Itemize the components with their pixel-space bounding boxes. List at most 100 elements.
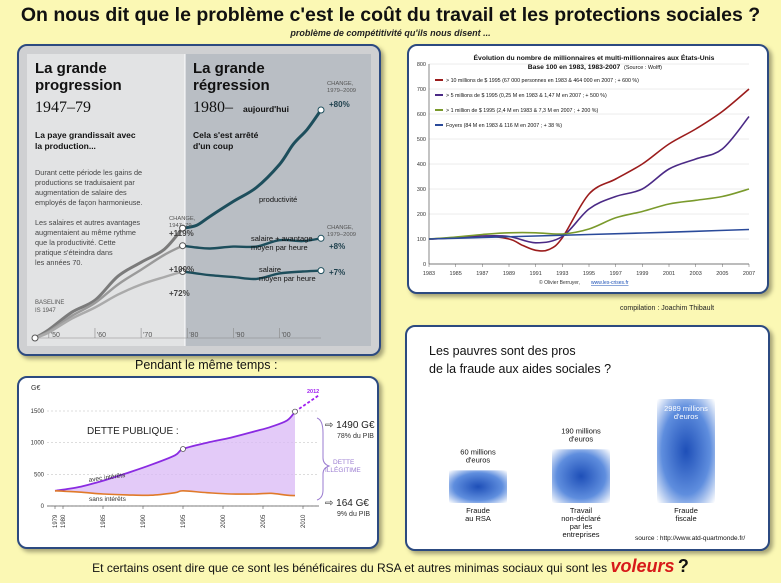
chart-title-source: (Source : Wolff) (624, 65, 662, 71)
left-body-text: Les salaires et autres avantages (35, 218, 140, 227)
productivity-wages-chart-panel: La grande progression 1947–79 La paye grand… (17, 44, 381, 356)
left-heading: progression (35, 77, 122, 94)
debt-projection-line (294, 394, 320, 413)
illegitimate-label: DETTE (333, 459, 355, 466)
change-label-1979-2009: 1979–2009 (327, 232, 356, 238)
right-period-suffix: aujourd'hui (243, 104, 289, 114)
change-label-1979-2009: CHANGE, (327, 225, 354, 231)
debt-bottom-pct: 9% du PIB (337, 511, 370, 518)
bottom-question-mark: ? (677, 556, 689, 576)
y-tick-label: 0 (423, 262, 426, 268)
millionaires-chart: Évolution du nombre de millionnaires et … (417, 53, 755, 286)
series-line-1979-2009 (182, 269, 322, 281)
change-label-1947-79: CHANGE, (169, 216, 196, 222)
wage-series-label: moyen par heure (259, 274, 316, 283)
legend-entry: > 1 million de $ 1995 (2,4 M en 1983 & 7… (446, 108, 598, 114)
productivity-change-1979-2009: +80% (329, 100, 350, 109)
comp-series-label: moyen par heure (251, 243, 308, 252)
bar-category-label: non-déclaré (561, 514, 601, 523)
series-point-1979 (179, 224, 187, 232)
y-tick-label: 1000 (31, 441, 45, 447)
debt-point (292, 408, 298, 415)
bottom-caption: Et certains osent dire que ce sont les b… (0, 556, 781, 577)
legend-entry: Foyers (84 M en 1983 & 116 M en 2007 ; +… (446, 123, 562, 129)
chart-title: DETTE PUBLIQUE : (87, 426, 179, 437)
without-interest-label: sans intérêts (89, 496, 127, 503)
series-line-1947-79 (34, 227, 184, 340)
right-subheading: d'un coup (193, 141, 233, 151)
bar-value-label: d'euros (674, 412, 699, 421)
x-tick-label: '90 (235, 332, 244, 339)
bar-category-label: entreprises (562, 530, 599, 539)
fraud-bar (449, 470, 507, 503)
x-tick-label: 1987 (476, 271, 488, 277)
y-unit-label: G€ (31, 385, 40, 392)
series-line-1979-2009 (182, 237, 322, 250)
x-tick-label: 2003 (690, 271, 702, 277)
series-point-2009 (317, 234, 325, 242)
x-tick-label: 1995 (181, 514, 187, 528)
debt-top-value: ⇨ 1490 G€ (325, 420, 375, 431)
bar-category-label: par les (570, 522, 593, 531)
bar-value-label: d'euros (466, 455, 491, 464)
page-title: On nous dit que le problème c'est le coû… (20, 4, 761, 26)
chart-title: Évolution du nombre de millionnaires et … (474, 53, 715, 62)
regression-period-background (185, 54, 371, 346)
debt-point (180, 446, 186, 452)
public-debt-chart-panel: G€ 0 500 1000 1500 2012 DETTE PUBLIQUE : avec i… (17, 376, 379, 549)
series-point-1979 (179, 268, 187, 276)
x-tick-label: '60 (97, 332, 106, 339)
wage-change-1947-79: +72% (169, 289, 190, 298)
chart-source: © Olivier Berruyer, (539, 279, 580, 286)
x-tick-label: 1993 (556, 271, 568, 277)
progression-period-background (27, 54, 185, 346)
y-tick-label: 200 (417, 212, 426, 218)
bar-category-label: Fraude (466, 506, 490, 515)
baseline-point (31, 334, 39, 342)
x-tick-label: 2001 (663, 271, 675, 277)
bar-category-label: Fraude (674, 506, 698, 515)
y-tick-label: 300 (417, 187, 426, 193)
bar-category-label: au RSA (465, 514, 491, 523)
y-tick-label: 700 (417, 87, 426, 93)
series-point-1979 (179, 242, 187, 250)
x-tick-label: '00 (281, 332, 290, 339)
left-body-text: augmentaient au même rythme (35, 228, 136, 237)
x-tick-label: 1991 (530, 271, 542, 277)
chart-source-link: www.les-crises.fr (591, 280, 629, 286)
y-tick-label: 500 (34, 472, 45, 478)
comp-change-1979-2009: +8% (329, 242, 345, 251)
illegitimate-brace (316, 417, 331, 501)
wage-change-1979-2009: +7% (329, 268, 345, 277)
meanwhile-label: Pendant le même temps : (135, 358, 278, 372)
x-tick-label: 2005 (261, 514, 267, 528)
change-label-1947-79: 1947–79 (169, 223, 192, 229)
illegitimate-label: ILLÉGITIME (325, 465, 361, 474)
left-body-text: Durant cette période les gains de (35, 168, 142, 177)
chart-title: Base 100 en 1983, 1983-2007 (528, 64, 621, 71)
wage-series-label: salaire (259, 265, 281, 274)
x-tick-label: '50 (51, 332, 60, 339)
bar-value-label: 190 millions (561, 426, 601, 435)
debt-bottom-value: ⇨ 164 G€ (325, 498, 369, 509)
series-line (428, 115, 750, 244)
x-tick-label: 2005 (716, 271, 728, 277)
right-period: 1980– (193, 99, 234, 116)
left-period: 1947–79 (35, 99, 91, 116)
y-tick-label: 0 (41, 504, 45, 510)
bar-category-label: Travail (570, 506, 593, 515)
x-tick-label: 1983 (423, 271, 435, 277)
x-tick-label: '70 (143, 332, 152, 339)
y-tick-label: 600 (417, 112, 426, 118)
debt-top-pct: 78% du PIB (337, 433, 374, 440)
comp-change-1947-79: +100% (169, 265, 194, 274)
x-tick-label: 1990 (141, 514, 147, 528)
bar-value-label: d'euros (569, 434, 594, 443)
fraud-comparison-panel: Les pauvres sont des pros de la fraude au… (405, 325, 770, 551)
left-body-text: productions se traduisaient par (35, 178, 135, 187)
debt-without-interest-line (54, 489, 296, 497)
left-body-text: les années 70. (35, 258, 82, 267)
left-subheading: la production... (35, 141, 96, 151)
bar-value-label: 60 millions (460, 447, 496, 456)
